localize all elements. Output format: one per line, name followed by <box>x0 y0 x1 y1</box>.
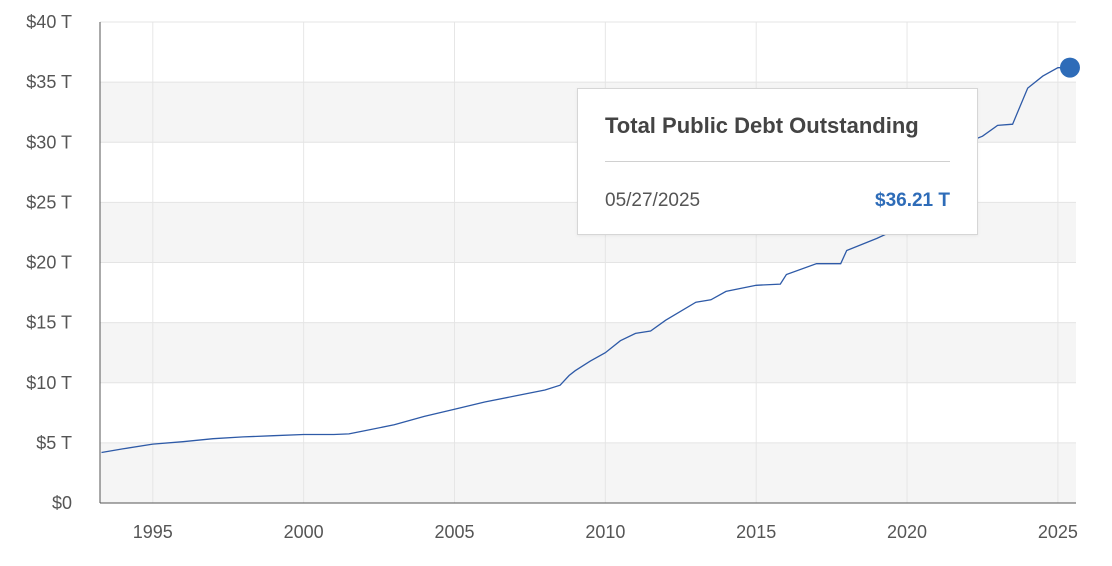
y-tick-label: $10 T <box>26 373 72 393</box>
y-tick-labels: $0 $5 T $10 T $15 T $20 T $25 T $30 T $35 T $40 … <box>26 12 72 513</box>
tooltip-date: 05/27/2025 <box>605 190 701 211</box>
tooltip-title: Total Public Debt Outstanding <box>605 113 919 138</box>
x-tick-label: 2010 <box>585 522 625 542</box>
y-tick-label: $25 T <box>26 192 72 212</box>
grid-band <box>100 442 1076 503</box>
x-tick-label: 2015 <box>736 522 776 542</box>
y-tick-label: $40 T <box>26 12 72 32</box>
y-tick-label: $15 T <box>26 313 72 333</box>
tooltip-value: $36.21 T <box>875 190 950 211</box>
y-tick-label: $5 T <box>36 433 72 453</box>
y-tick-label: $0 <box>52 493 72 513</box>
y-tick-label: $30 T <box>26 132 72 152</box>
x-tick-label: 2000 <box>284 522 324 542</box>
tooltip-divider <box>605 161 950 162</box>
x-tick-labels: 1995 2000 2005 2010 2015 2020 2025 <box>133 522 1078 542</box>
x-tick-label: 2025 <box>1038 522 1078 542</box>
x-tick-label: 1995 <box>133 522 173 542</box>
x-tick-label: 2020 <box>887 522 927 542</box>
grid-band <box>100 322 1076 383</box>
hover-marker[interactable] <box>1059 57 1080 78</box>
tooltip: Total Public Debt Outstanding 05/27/2025… <box>577 88 978 235</box>
y-tick-label: $20 T <box>26 253 72 273</box>
y-tick-label: $35 T <box>26 72 72 92</box>
x-tick-label: 2005 <box>434 522 474 542</box>
